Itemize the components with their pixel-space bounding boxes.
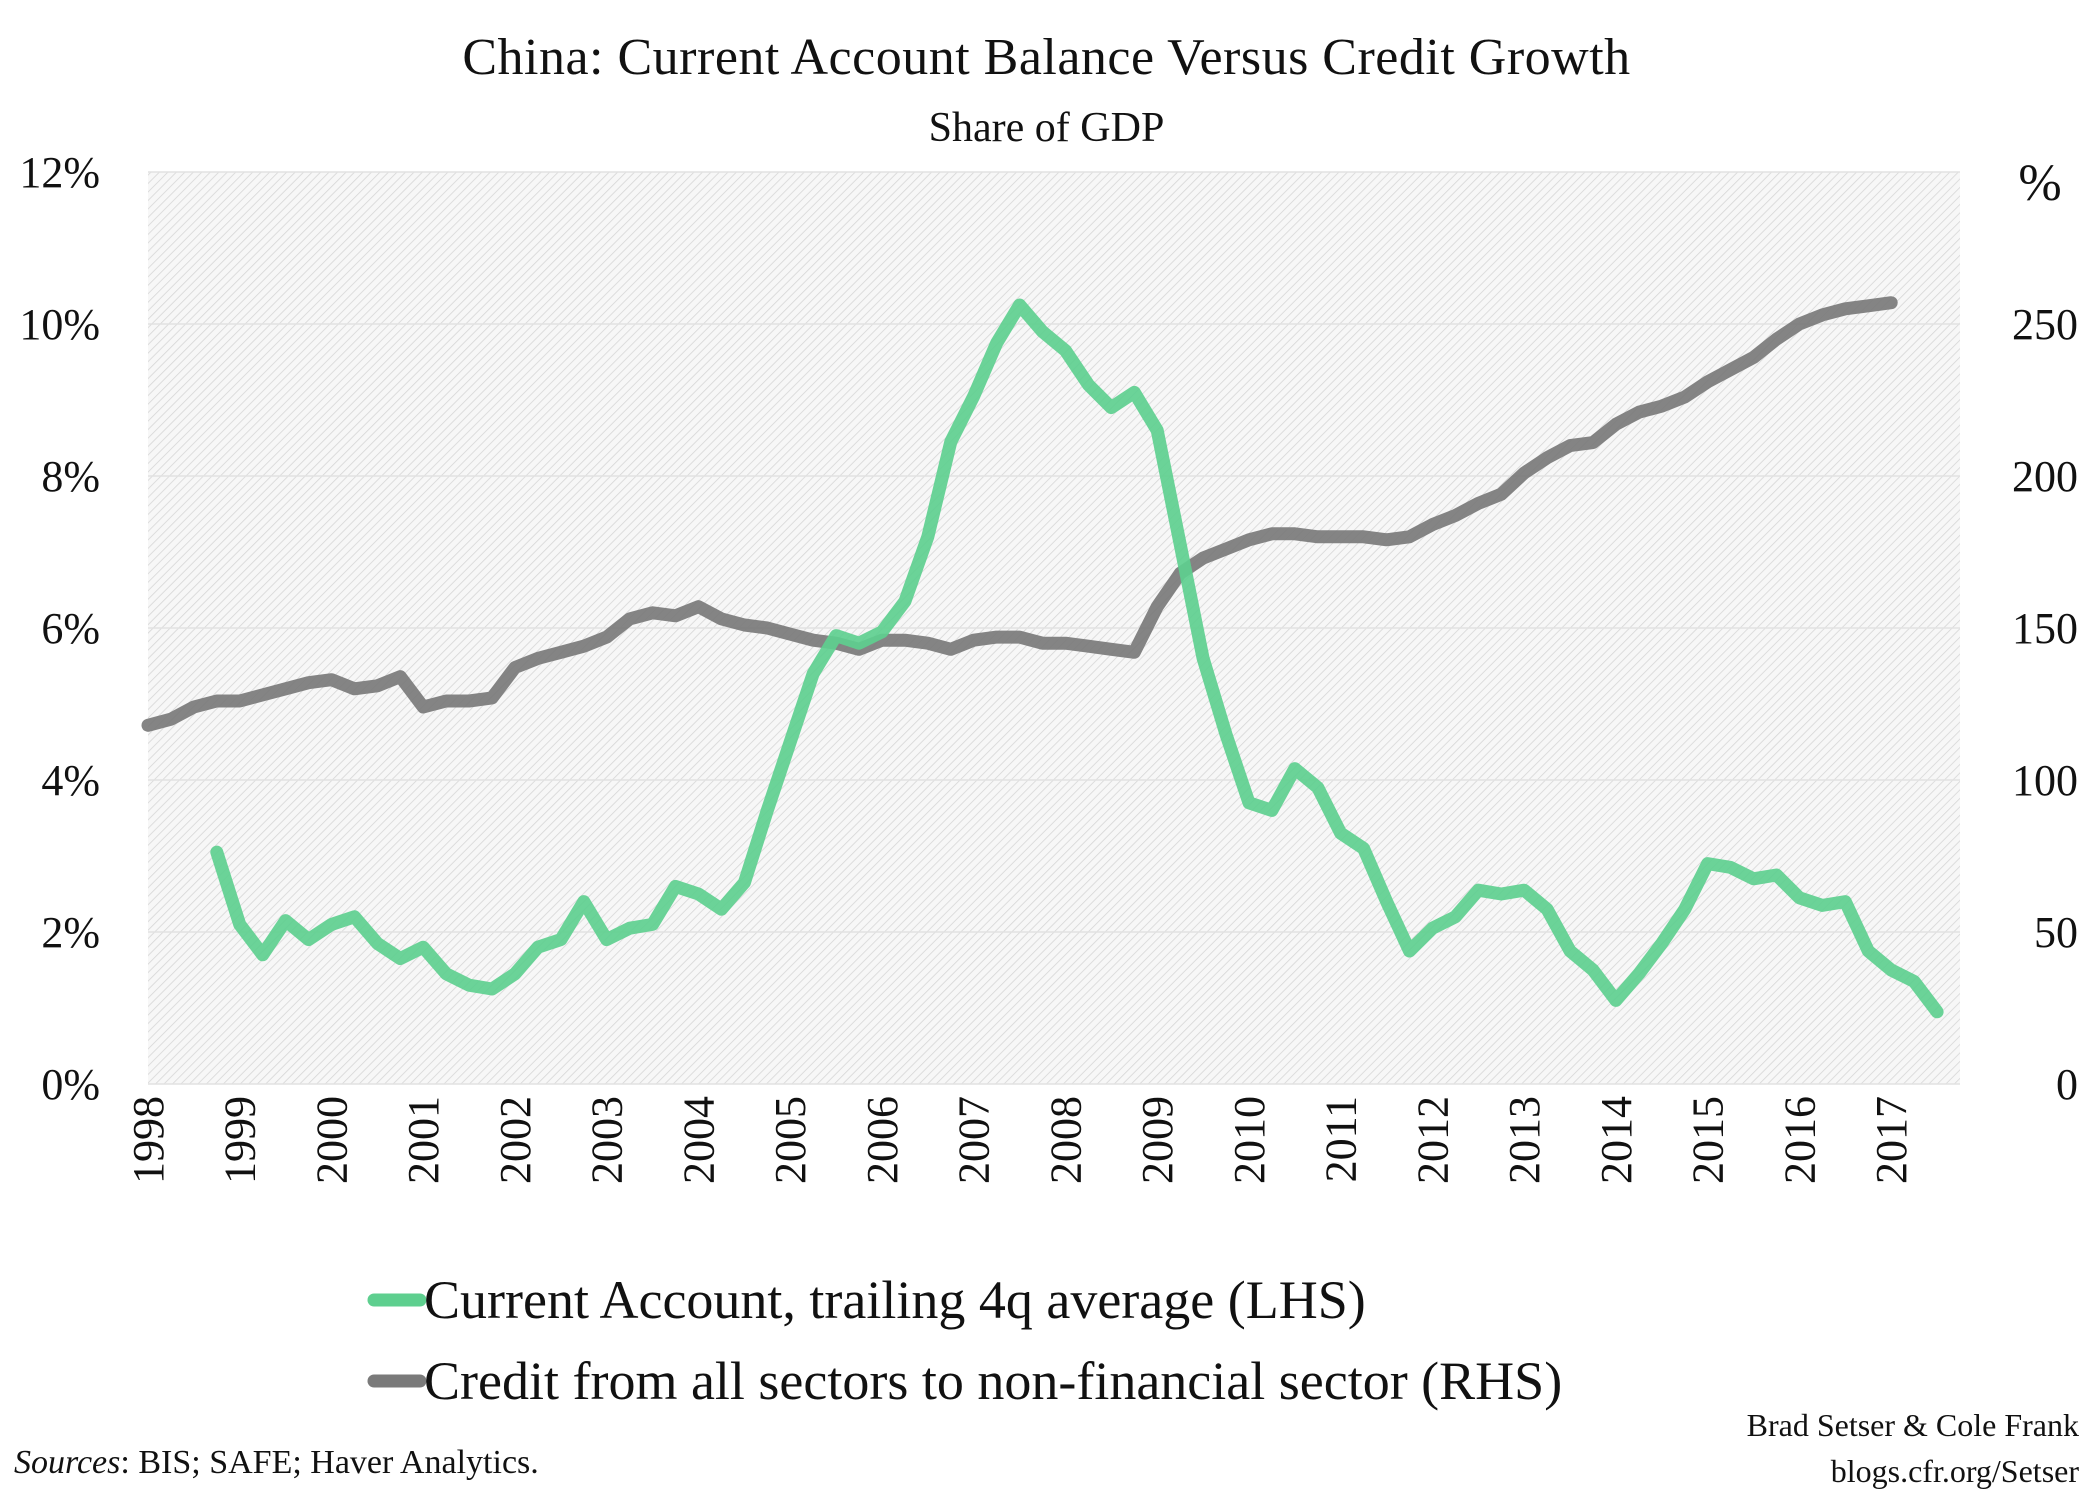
x-tick-label: 2006 (858, 1096, 907, 1184)
x-tick-label: 2008 (1041, 1096, 1090, 1184)
right-tick-label: 250 (2012, 300, 2078, 349)
chart-subtitle: Share of GDP (928, 105, 1165, 151)
right-tick-label: 150 (2012, 604, 2078, 653)
x-axis: 1998 1999 2000 2001 2002 2003 2004 2005 2006 2007… (124, 1096, 1916, 1184)
legend-label: Credit from all sectors to non-financial… (424, 1351, 1562, 1411)
gridlines (148, 171, 1960, 1085)
x-tick-label: 2001 (399, 1096, 448, 1184)
x-tick-label: 2003 (583, 1096, 632, 1184)
credit-block: Brad Setser & Cole Frank blogs.cfr.org/S… (1747, 1402, 2079, 1495)
x-tick-label: 2014 (1592, 1096, 1641, 1184)
x-tick-label: 2010 (1225, 1096, 1274, 1184)
x-tick-label: 2005 (766, 1096, 815, 1184)
x-tick-label: 2015 (1684, 1096, 1733, 1184)
legend: Current Account, trailing 4q average (LH… (367, 1270, 1562, 1411)
x-tick-label: 2009 (1133, 1096, 1182, 1184)
right-axis-label: % (2018, 155, 2061, 212)
x-tick-label: 1998 (124, 1096, 173, 1184)
right-tick-label: 50 (2034, 908, 2078, 957)
right-axis: 0 50 100 150 200 250% (2012, 155, 2078, 1109)
x-tick-label: 2011 (1317, 1096, 1366, 1182)
x-tick-label: 2013 (1500, 1096, 1549, 1184)
series-current-account-line (210, 298, 1944, 1019)
left-tick-label: 0% (41, 1060, 100, 1109)
credit-authors: Brad Setser & Cole Frank (1746, 1407, 2079, 1443)
left-tick-label: 8% (41, 452, 100, 501)
chart-title: China: Current Account Balance Versus Cr… (462, 29, 1631, 86)
left-axis: 0% 2% 4% 6% 8% 10% 12% (19, 148, 100, 1109)
right-tick-label: 200 (2012, 452, 2078, 501)
right-tick-label: 0 (2056, 1060, 2078, 1109)
left-tick-label: 10% (19, 300, 100, 349)
x-tick-label: 2002 (491, 1096, 540, 1184)
x-tick-label: 2017 (1867, 1096, 1916, 1184)
series-lines (141, 296, 1944, 1019)
left-tick-label: 2% (41, 908, 100, 957)
left-tick-label: 12% (19, 148, 100, 197)
x-tick-label: 1999 (216, 1096, 265, 1184)
sources-text: : BIS; SAFE; Haver Analytics. (120, 1444, 539, 1481)
x-tick-label: 2000 (307, 1096, 356, 1184)
x-tick-label: 2016 (1775, 1096, 1824, 1184)
series-credit-line (141, 296, 1898, 732)
sources-note: Sources: BIS; SAFE; Haver Analytics. (14, 1444, 539, 1482)
left-tick-label: 6% (41, 604, 100, 653)
right-tick-label: 100 (2012, 756, 2078, 805)
x-tick-label: 2007 (950, 1096, 999, 1184)
sources-prefix: Sources (14, 1444, 121, 1481)
credit-url: blogs.cfr.org/Setser (1830, 1453, 2079, 1490)
x-tick-label: 2012 (1408, 1096, 1457, 1184)
x-tick-label: 2004 (674, 1096, 723, 1184)
legend-label: Current Account, trailing 4q average (LH… (424, 1270, 1366, 1330)
left-tick-label: 4% (41, 756, 100, 805)
